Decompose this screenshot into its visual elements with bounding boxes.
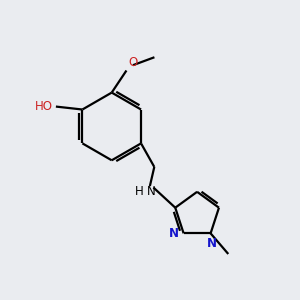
Text: O: O (129, 56, 138, 69)
Text: H: H (135, 185, 144, 198)
Text: N: N (147, 185, 156, 198)
Text: HO: HO (35, 100, 53, 113)
Text: N: N (169, 227, 179, 240)
Text: N: N (207, 237, 217, 250)
